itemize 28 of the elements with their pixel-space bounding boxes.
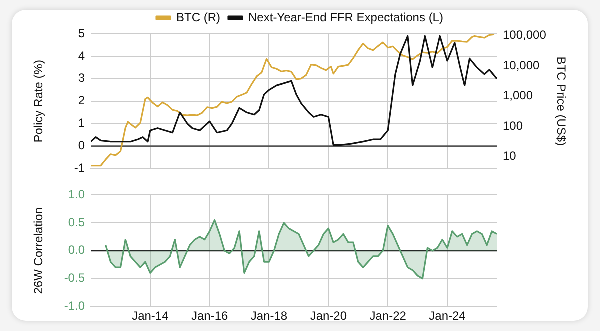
y2-tick-label: 10,000 [503,58,540,72]
x-tick-label: Jan-24 [429,309,466,324]
x-tick-label: Jan-22 [370,309,407,324]
y2-tick-label: 100 [503,118,524,133]
y-tick-label: 0.0 [68,243,86,258]
y2-axis-title: BTC Price (US$) [554,56,568,146]
y-tick-label: 4 [78,48,86,63]
y2-tick-label: 1,000 [503,88,534,103]
x-tick-label: Jan-16 [191,309,228,324]
y-tick-label: 0.5 [68,215,86,230]
y-tick-label: -1.0 [64,298,86,313]
y-tick-label: 1 [78,116,86,130]
y-tick-label: -1 [74,161,86,176]
y-tick-label: 0 [78,138,86,153]
y-tick-label: 2 [78,94,86,108]
x-tick-label: Jan-14 [132,309,170,324]
x-tick-label: Jan-18 [250,309,288,324]
y-axis-title: 26W Correlation [32,208,46,294]
y-axis-title: Policy Rate (%) [32,60,46,143]
y-tick-label: 3 [78,71,86,86]
y-tick-label: 1.0 [68,188,86,202]
y2-tick-label: 100,000 [503,28,547,42]
y-tick-label: 5 [78,26,86,40]
x-tick-label: Jan-20 [310,309,348,324]
y-tick-label: -0.5 [64,271,86,286]
legend-label: Next-Year-End FFR Expectations (L) [248,10,444,24]
y2-tick-label: 10 [503,149,517,164]
legend-label: BTC (R) [176,10,221,24]
